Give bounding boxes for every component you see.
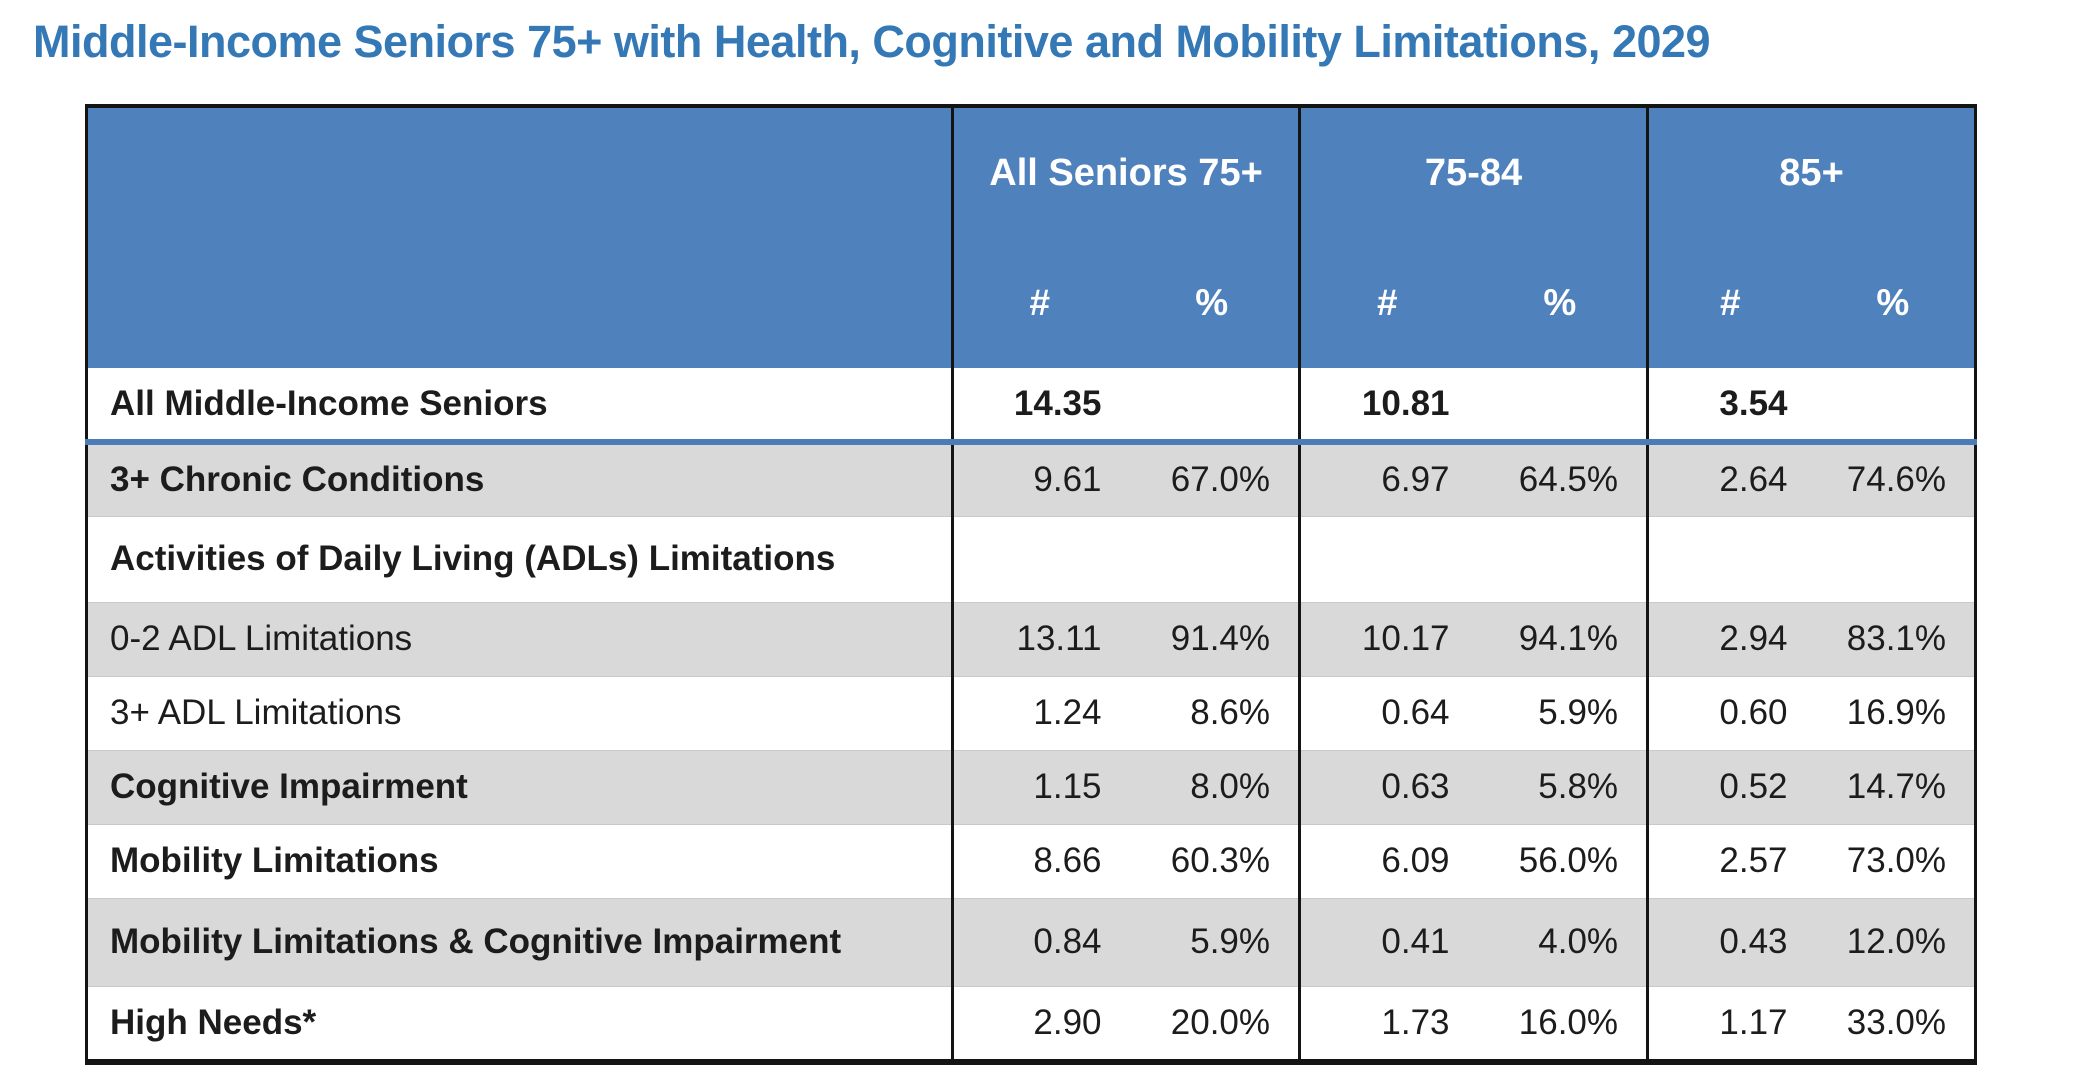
pct-cell: 73.0% [1811, 823, 1976, 898]
num-cell: 0.64 [1298, 675, 1474, 750]
pct-cell: 74.6% [1811, 441, 1976, 516]
table-row: High Needs* 2.90 20.0% 1.73 16.0% 1.17 3… [86, 985, 1976, 1062]
num-cell: 0.63 [1298, 749, 1474, 824]
table-row: Cognitive Impairment 1.15 8.0% 0.63 5.8%… [86, 749, 1976, 824]
table-row: Mobility Limitations 8.66 60.3% 6.09 56.… [86, 823, 1976, 898]
pct-cell: 5.9% [1125, 897, 1300, 986]
pct-cell [1125, 368, 1300, 445]
pct-cell: 5.9% [1473, 675, 1648, 750]
num-cell: 0.52 [1646, 749, 1812, 824]
num-cell: 1.15 [951, 749, 1126, 824]
num-cell [1646, 515, 1812, 602]
table-row: 3+ ADL Limitations 1.24 8.6% 0.64 5.9% 0… [86, 675, 1976, 750]
num-cell: 10.81 [1298, 368, 1474, 445]
page-title: Middle-Income Seniors 75+ with Health, C… [33, 16, 1711, 67]
pct-cell: 8.6% [1125, 675, 1300, 750]
num-cell [951, 515, 1126, 602]
num-header: # [1646, 238, 1812, 368]
pct-cell [1811, 515, 1976, 602]
pct-cell: 64.5% [1473, 441, 1648, 516]
pct-cell: 12.0% [1811, 897, 1976, 986]
pct-cell: 16.9% [1811, 675, 1976, 750]
num-cell: 0.84 [951, 897, 1126, 986]
table-row: 3+ Chronic Conditions 9.61 67.0% 6.97 64… [86, 441, 1976, 516]
pct-cell [1811, 368, 1976, 445]
num-cell: 0.60 [1646, 675, 1812, 750]
row-label: Activities of Daily Living (ADLs) Limita… [86, 515, 953, 602]
table-row: All Middle-Income Seniors 14.35 10.81 3.… [86, 368, 1976, 445]
num-cell: 2.94 [1646, 601, 1812, 676]
seniors-table: All Seniors 75+ 75-84 85+ # % # % # % Al… [85, 104, 1978, 1065]
row-label: 3+ ADL Limitations [86, 675, 953, 750]
pct-cell: 5.8% [1473, 749, 1648, 824]
pct-cell: 8.0% [1125, 749, 1300, 824]
num-cell: 2.64 [1646, 441, 1812, 516]
pct-cell [1473, 368, 1648, 445]
pct-cell: 94.1% [1473, 601, 1648, 676]
sub-header-row: # % # % # % [86, 238, 1976, 368]
num-cell: 1.73 [1298, 985, 1474, 1062]
pct-cell: 91.4% [1125, 601, 1300, 676]
table-row: 0-2 ADL Limitations 13.11 91.4% 10.17 94… [86, 601, 1976, 676]
num-cell: 0.43 [1646, 897, 1812, 986]
row-label: 0-2 ADL Limitations [86, 601, 953, 676]
row-label: Mobility Limitations & Cognitive Impairm… [86, 897, 953, 986]
pct-header: % [1473, 238, 1648, 368]
pct-cell: 4.0% [1473, 897, 1648, 986]
num-header: # [1298, 238, 1474, 368]
pct-cell: 60.3% [1125, 823, 1300, 898]
pct-cell [1125, 515, 1300, 602]
row-label: Cognitive Impairment [86, 749, 953, 824]
num-cell: 9.61 [951, 441, 1126, 516]
num-cell: 1.24 [951, 675, 1126, 750]
pct-cell [1473, 515, 1648, 602]
num-cell: 6.09 [1298, 823, 1474, 898]
group-header-85plus: 85+ [1646, 106, 1976, 238]
row-label: High Needs* [86, 985, 953, 1062]
num-cell: 2.90 [951, 985, 1126, 1062]
group-header-75-84: 75-84 [1298, 106, 1648, 238]
num-cell: 14.35 [951, 368, 1126, 445]
pct-cell: 33.0% [1811, 985, 1976, 1062]
num-cell: 10.17 [1298, 601, 1474, 676]
row-label: 3+ Chronic Conditions [86, 441, 953, 516]
num-cell [1298, 515, 1474, 602]
table-row: Activities of Daily Living (ADLs) Limita… [86, 515, 1976, 602]
num-cell: 13.11 [951, 601, 1126, 676]
pct-cell: 67.0% [1125, 441, 1300, 516]
num-cell: 2.57 [1646, 823, 1812, 898]
corner-cell [86, 238, 953, 368]
num-cell: 6.97 [1298, 441, 1474, 516]
pct-cell: 16.0% [1473, 985, 1648, 1062]
num-cell: 1.17 [1646, 985, 1812, 1062]
num-cell: 8.66 [951, 823, 1126, 898]
pct-header: % [1811, 238, 1976, 368]
column-group-header-row: All Seniors 75+ 75-84 85+ [86, 106, 1976, 238]
row-label: Mobility Limitations [86, 823, 953, 898]
pct-cell: 14.7% [1811, 749, 1976, 824]
corner-cell [86, 106, 953, 238]
pct-cell: 56.0% [1473, 823, 1648, 898]
num-cell: 3.54 [1646, 368, 1812, 445]
num-header: # [951, 238, 1126, 368]
pct-cell: 83.1% [1811, 601, 1976, 676]
table-row: Mobility Limitations & Cognitive Impairm… [86, 897, 1976, 986]
num-cell: 0.41 [1298, 897, 1474, 986]
pct-header: % [1125, 238, 1300, 368]
row-label: All Middle-Income Seniors [86, 368, 953, 445]
pct-cell: 20.0% [1125, 985, 1300, 1062]
group-header-all-seniors-75plus: All Seniors 75+ [950, 106, 1300, 238]
